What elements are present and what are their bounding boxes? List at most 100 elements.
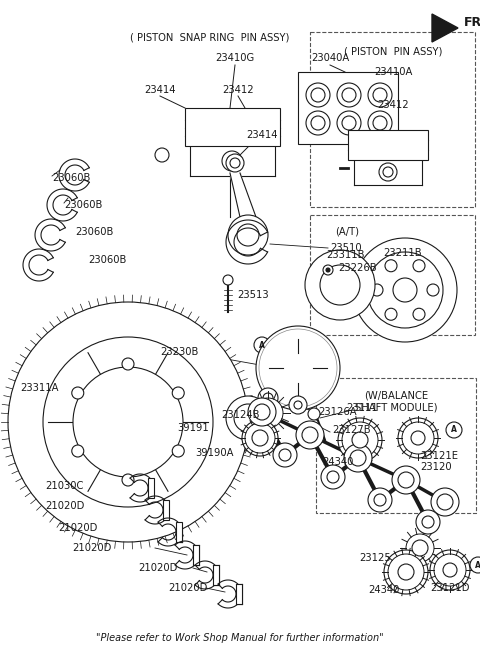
Circle shape bbox=[242, 420, 278, 456]
Text: 23126A: 23126A bbox=[318, 407, 357, 417]
Circle shape bbox=[373, 88, 387, 102]
Circle shape bbox=[254, 337, 270, 353]
Circle shape bbox=[337, 83, 361, 107]
Circle shape bbox=[385, 308, 397, 320]
Text: 21020D: 21020D bbox=[45, 501, 84, 511]
Text: A: A bbox=[259, 340, 265, 350]
Text: 23414: 23414 bbox=[144, 85, 176, 95]
Bar bbox=[148, 478, 154, 498]
Text: 23226B: 23226B bbox=[338, 263, 377, 273]
Text: 23125: 23125 bbox=[359, 553, 391, 563]
Text: 23410G: 23410G bbox=[216, 53, 254, 63]
Text: 24340: 24340 bbox=[322, 457, 354, 467]
Circle shape bbox=[279, 449, 291, 461]
Text: 23127B: 23127B bbox=[332, 425, 371, 435]
Circle shape bbox=[273, 443, 297, 467]
Text: 23211B: 23211B bbox=[383, 248, 421, 258]
Circle shape bbox=[398, 418, 438, 458]
Circle shape bbox=[416, 510, 440, 534]
Text: 23513: 23513 bbox=[237, 290, 269, 300]
Circle shape bbox=[431, 488, 459, 516]
Circle shape bbox=[230, 158, 240, 168]
Circle shape bbox=[398, 564, 414, 580]
Circle shape bbox=[321, 465, 345, 489]
Bar bbox=[185, 108, 280, 146]
Bar bbox=[310, 215, 475, 335]
Circle shape bbox=[411, 431, 425, 445]
Text: 21020D: 21020D bbox=[58, 523, 97, 533]
Circle shape bbox=[353, 238, 457, 342]
Circle shape bbox=[8, 302, 248, 542]
Polygon shape bbox=[230, 173, 256, 217]
Circle shape bbox=[308, 408, 320, 420]
Text: 23121E: 23121E bbox=[420, 451, 458, 461]
Bar bbox=[176, 522, 182, 542]
Circle shape bbox=[73, 367, 183, 477]
Circle shape bbox=[254, 404, 270, 420]
Bar bbox=[348, 130, 428, 160]
Bar bbox=[236, 584, 242, 604]
Circle shape bbox=[416, 544, 424, 552]
Circle shape bbox=[248, 398, 276, 426]
Circle shape bbox=[342, 116, 356, 130]
Text: 23414: 23414 bbox=[246, 130, 278, 140]
Circle shape bbox=[265, 335, 331, 401]
Circle shape bbox=[226, 396, 270, 440]
Text: 23111: 23111 bbox=[346, 403, 378, 413]
Circle shape bbox=[245, 423, 275, 453]
Text: 21030C: 21030C bbox=[45, 481, 84, 491]
Circle shape bbox=[379, 163, 397, 181]
Text: 23410A: 23410A bbox=[374, 67, 412, 77]
Text: (A/T): (A/T) bbox=[335, 227, 359, 237]
Circle shape bbox=[344, 444, 372, 472]
Circle shape bbox=[237, 224, 259, 246]
Circle shape bbox=[122, 474, 134, 486]
Text: A: A bbox=[451, 426, 457, 434]
Text: A: A bbox=[475, 560, 480, 569]
Text: SHAFT MODULE): SHAFT MODULE) bbox=[355, 403, 437, 413]
Circle shape bbox=[326, 268, 330, 272]
Circle shape bbox=[350, 450, 366, 466]
Bar bbox=[163, 500, 169, 520]
Circle shape bbox=[352, 432, 368, 448]
Text: 23060B: 23060B bbox=[64, 200, 102, 210]
Circle shape bbox=[412, 540, 428, 556]
Text: 23040A: 23040A bbox=[311, 53, 349, 63]
Circle shape bbox=[446, 422, 462, 438]
Circle shape bbox=[443, 563, 457, 577]
Text: 23060B: 23060B bbox=[88, 255, 126, 265]
Circle shape bbox=[296, 421, 324, 449]
Circle shape bbox=[227, 156, 237, 166]
Bar bbox=[213, 565, 219, 585]
Text: 23060B: 23060B bbox=[75, 227, 113, 237]
Circle shape bbox=[223, 275, 233, 285]
Circle shape bbox=[323, 265, 333, 275]
Text: 23124B: 23124B bbox=[221, 410, 259, 420]
Circle shape bbox=[342, 88, 356, 102]
Circle shape bbox=[253, 398, 283, 428]
Circle shape bbox=[427, 284, 439, 296]
Bar bbox=[193, 545, 199, 565]
Circle shape bbox=[172, 445, 184, 457]
Circle shape bbox=[262, 332, 334, 404]
Text: 24340: 24340 bbox=[368, 585, 400, 595]
Circle shape bbox=[72, 387, 84, 399]
Circle shape bbox=[284, 354, 312, 382]
Circle shape bbox=[234, 404, 262, 432]
Circle shape bbox=[398, 472, 414, 488]
Circle shape bbox=[368, 83, 392, 107]
Circle shape bbox=[306, 111, 330, 135]
Circle shape bbox=[226, 154, 244, 172]
Circle shape bbox=[434, 554, 466, 586]
Circle shape bbox=[259, 329, 337, 407]
Text: 23412: 23412 bbox=[222, 85, 254, 95]
Circle shape bbox=[430, 550, 470, 590]
Circle shape bbox=[342, 422, 378, 458]
Circle shape bbox=[368, 111, 392, 135]
Text: 23311A: 23311A bbox=[20, 383, 59, 393]
Circle shape bbox=[222, 151, 242, 171]
Circle shape bbox=[263, 393, 273, 403]
Text: 23311B: 23311B bbox=[326, 250, 364, 260]
Text: 23120: 23120 bbox=[420, 462, 452, 472]
Circle shape bbox=[289, 396, 307, 414]
